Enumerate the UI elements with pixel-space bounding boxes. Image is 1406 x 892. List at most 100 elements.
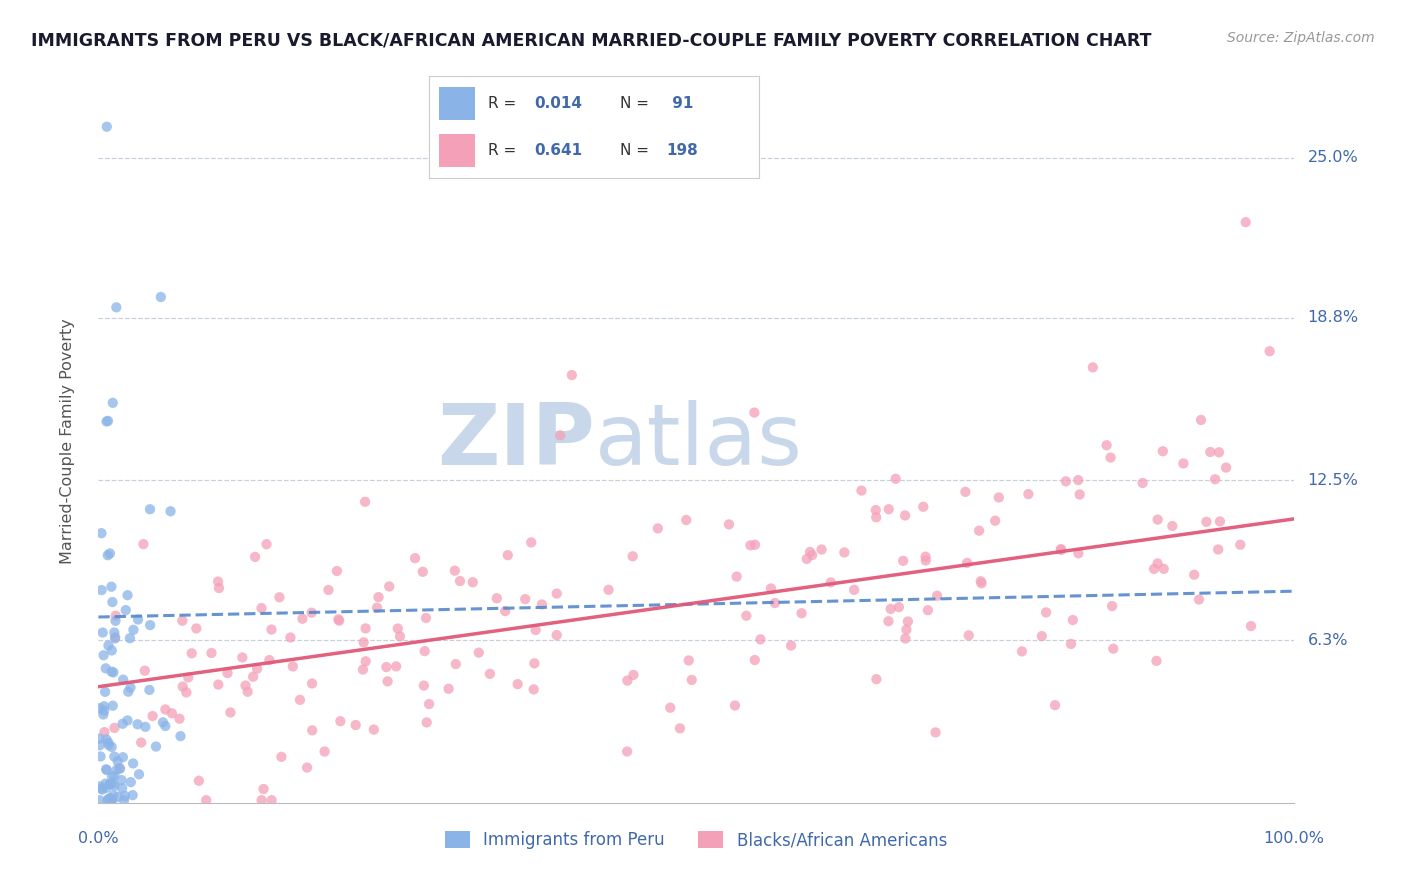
Point [104, 632, 127, 646]
Point [1152, 444, 1174, 458]
Point [177, 670, 200, 684]
Point [301, 723, 323, 738]
Point [970, 576, 993, 591]
Point [208, 581, 231, 595]
Point [103, 625, 125, 640]
Point [515, 592, 537, 607]
Text: 0.641: 0.641 [534, 144, 582, 158]
Point [801, 548, 824, 562]
Point [616, 745, 638, 759]
Point [877, 614, 900, 628]
Point [894, 508, 917, 523]
Point [108, 762, 131, 776]
Point [120, 681, 142, 695]
Point [207, 677, 229, 691]
Point [97, 414, 120, 428]
Point [90, 526, 112, 541]
Point [250, 793, 273, 807]
Point [385, 659, 408, 673]
Point [122, 623, 145, 637]
Point [1035, 606, 1057, 620]
Point [437, 681, 460, 696]
Point [96, 780, 118, 795]
Point [799, 545, 821, 559]
Point [1017, 487, 1039, 501]
Point [101, 777, 124, 791]
Point [280, 631, 302, 645]
Point [1081, 360, 1104, 375]
Point [1199, 445, 1222, 459]
Point [1031, 629, 1053, 643]
Point [1209, 515, 1232, 529]
Point [1204, 472, 1226, 486]
Point [1215, 460, 1237, 475]
Point [1188, 592, 1211, 607]
Point [176, 685, 198, 699]
Point [89, 739, 111, 753]
Point [1240, 619, 1263, 633]
Point [98, 777, 121, 791]
Point [1208, 445, 1230, 459]
Point [449, 574, 471, 588]
Point [851, 483, 873, 498]
Point [891, 554, 914, 568]
Point [295, 761, 318, 775]
Text: Source: ZipAtlas.com: Source: ZipAtlas.com [1227, 31, 1375, 45]
Point [894, 632, 917, 646]
Point [924, 725, 946, 739]
Point [256, 537, 278, 551]
Point [120, 775, 142, 789]
Text: R =: R = [488, 144, 522, 158]
Point [112, 793, 135, 807]
Point [523, 682, 546, 697]
Point [127, 717, 149, 731]
Point [318, 582, 340, 597]
Text: 0.0%: 0.0% [79, 830, 118, 846]
Point [243, 549, 266, 564]
Text: atlas: atlas [595, 400, 803, 483]
Text: 0.014: 0.014 [534, 96, 582, 111]
Point [89, 701, 111, 715]
Point [877, 502, 900, 516]
Point [659, 700, 682, 714]
Point [925, 589, 948, 603]
Point [186, 622, 208, 636]
Point [520, 535, 543, 549]
Point [735, 608, 758, 623]
Point [101, 793, 124, 807]
Point [100, 793, 122, 807]
Point [354, 621, 377, 635]
Point [281, 659, 304, 673]
Point [93, 648, 115, 663]
Point [101, 698, 124, 713]
Point [387, 622, 409, 636]
Point [879, 602, 901, 616]
FancyBboxPatch shape [439, 87, 475, 120]
Point [250, 601, 273, 615]
Point [1146, 654, 1168, 668]
Point [412, 679, 434, 693]
Point [621, 549, 644, 564]
Point [89, 780, 111, 794]
Point [418, 697, 440, 711]
Point [494, 604, 516, 618]
Point [326, 564, 349, 578]
Point [110, 773, 132, 788]
Point [598, 582, 620, 597]
Point [101, 595, 124, 609]
Point [967, 524, 990, 538]
Point [101, 643, 124, 657]
Point [1189, 413, 1212, 427]
Point [363, 723, 385, 737]
Point [759, 582, 782, 596]
Point [160, 706, 183, 721]
Point [328, 614, 350, 628]
Point [1146, 512, 1168, 526]
Point [89, 731, 111, 746]
Point [1043, 698, 1066, 713]
Point [96, 120, 118, 134]
Point [404, 551, 426, 566]
Point [93, 725, 115, 739]
Point [104, 630, 127, 644]
Point [107, 789, 129, 804]
